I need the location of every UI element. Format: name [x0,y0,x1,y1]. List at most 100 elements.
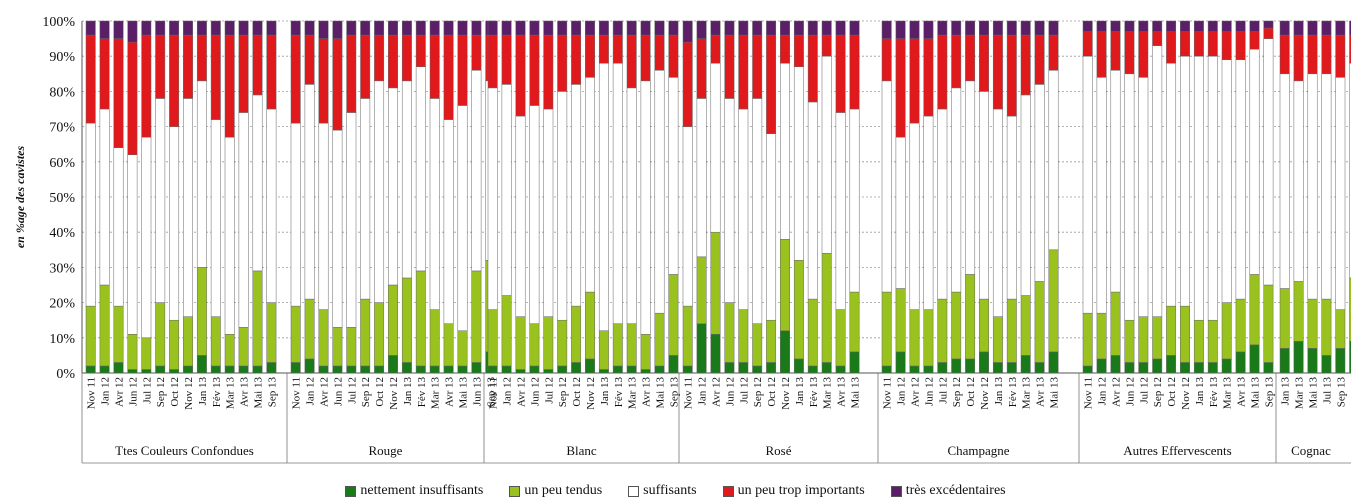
group-label: Ttes Couleurs Confondues [115,443,254,458]
bar-segment [738,108,749,310]
bar-segment [1193,362,1204,374]
bar-segment [571,84,582,307]
bar-segment [807,20,818,36]
x-tick-label: Avr 13 [836,377,848,408]
bar-segment [654,365,665,374]
bar-segment [1349,62,1351,279]
bar-segment [401,362,412,374]
bar-segment [640,80,651,335]
x-tick-label: Mar 13 [1021,377,1033,410]
bar-segment [923,115,934,310]
bar-segment [1193,319,1204,363]
bar-segment [429,98,440,310]
bar-segment [99,365,110,374]
bar-segment [1335,77,1346,310]
bar-segment [738,34,749,110]
bar-segment [1006,34,1017,117]
x-tick-label: Avr 12 [711,377,723,407]
bar-segment [471,270,482,363]
bar-segment [543,108,554,317]
bar-segment [401,277,412,363]
x-tick-label: Jul 13 [1321,377,1333,404]
bar-segment [626,20,637,36]
bar-segment [529,20,540,36]
bar-segment [979,20,989,36]
bar-segment [895,351,906,374]
bar-segment [1221,358,1232,374]
bar-segment [612,365,623,374]
bar-segment [1321,355,1332,374]
y-tick-label: 30% [49,261,75,276]
bar-segment [909,122,920,310]
bar-segment [965,274,976,360]
bar-segment [724,20,735,36]
bar-segment [290,34,301,124]
bar-segment [388,284,398,356]
bar-segment [1020,20,1031,36]
bar-segment [401,80,412,279]
bar-segment [99,284,110,367]
bar-segment [266,362,277,374]
bar-segment [374,302,385,367]
bar-segment [318,20,329,39]
bar-segment [346,365,357,374]
bar-segment [598,330,609,370]
bar-segment [238,20,249,36]
bar-segment [515,369,526,374]
bar-segment [780,34,790,64]
bar-segment [654,312,665,367]
x-tick-label: Avr 13 [1035,377,1047,408]
bar-segment [304,298,315,360]
bar-segment [543,316,554,370]
bar-segment [1152,45,1163,317]
bar-segment [612,34,623,64]
bar-segment [1124,73,1135,321]
bar-segment [835,34,846,113]
x-tick-label: Oct 12 [965,377,977,407]
bar-segment [210,316,221,367]
y-tick-label: 10% [49,332,75,347]
bar-segment [1034,362,1045,374]
x-tick-label: Oct 12 [766,377,778,407]
bar-segment [909,38,920,124]
bar-segment [1124,20,1135,32]
bar-segment [1249,20,1260,32]
bar-segment [682,41,693,127]
bar-segment [210,34,221,120]
bar-segment [113,362,124,374]
bar-segment [1006,115,1017,300]
bar-segment [923,38,934,117]
bar-segment [571,305,582,363]
bar-segment [252,365,263,374]
bar-segment [979,34,989,92]
bar-segment [1082,55,1093,314]
bar-segment [1249,31,1260,50]
bar-segment [951,87,962,293]
x-tick-label: Fév 13 [416,377,428,408]
bar-segment [992,108,1003,317]
bar-segment [766,133,777,321]
bar-segment [1263,38,1274,286]
bar-segment [668,355,679,374]
bar-segment [1279,34,1290,75]
y-axis-title: en %age des cavistes [13,146,27,249]
bar-segment [979,351,989,374]
x-tick-label: Avr 12 [910,377,922,407]
bar-segment [1180,20,1190,32]
bar-segment [598,369,609,374]
bar-segment [766,319,777,363]
bar-segment [979,91,989,300]
bar-segment [529,34,540,106]
x-tick-label: Fév 13 [211,377,223,408]
bar-segment [183,98,193,317]
bar-segment [443,119,454,324]
x-tick-label: Mai 13 [655,377,667,409]
bar-segment [1152,20,1163,32]
bar-segment [612,323,623,367]
bar-segment [141,337,152,370]
bar-segment [654,20,665,36]
bar-segment [169,319,180,370]
bar-segment [1166,355,1177,374]
bar-segment [401,20,412,36]
bar-segment [965,34,976,82]
